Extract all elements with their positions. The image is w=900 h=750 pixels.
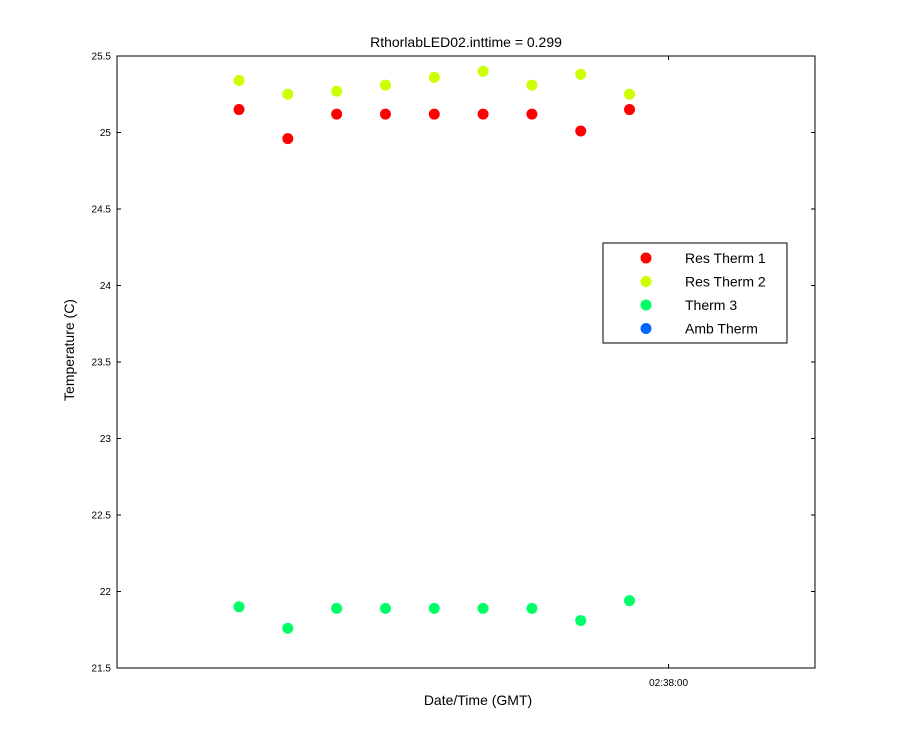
data-point xyxy=(477,602,489,614)
legend-label: Res Therm 1 xyxy=(685,250,766,266)
data-point xyxy=(379,79,391,91)
y-axis-label: Temperature (C) xyxy=(61,299,77,401)
data-point xyxy=(233,74,245,86)
data-point xyxy=(575,125,587,137)
y-tick-label: 25 xyxy=(100,128,112,139)
data-point xyxy=(331,85,343,97)
data-point xyxy=(379,108,391,120)
data-point xyxy=(477,65,489,77)
y-tick-label: 21.5 xyxy=(92,664,112,675)
data-point xyxy=(624,88,636,100)
data-point xyxy=(282,88,294,100)
data-point xyxy=(624,104,636,116)
data-point xyxy=(282,622,294,634)
y-tick-label: 22.5 xyxy=(92,511,112,522)
y-tick-label: 23.5 xyxy=(92,358,112,369)
data-point xyxy=(379,602,391,614)
chart-title: RthorlabLED02.inttime = 0.299 xyxy=(370,34,562,50)
data-point xyxy=(233,601,245,613)
legend: Res Therm 1 Res Therm 2 Therm 3 Amb Therm xyxy=(602,242,788,344)
data-point xyxy=(526,79,538,91)
legend-marker xyxy=(640,299,652,311)
data-point xyxy=(526,108,538,120)
series-therm-3 xyxy=(233,595,636,634)
data-point xyxy=(575,68,587,80)
x-axis-label: Date/Time (GMT) xyxy=(424,692,532,708)
y-tick-label: 24 xyxy=(100,281,112,292)
data-point xyxy=(575,615,587,627)
series-res-therm-2 xyxy=(233,65,636,100)
x-axis: 02:38:00 xyxy=(649,56,688,689)
legend-marker xyxy=(640,252,652,264)
data-point xyxy=(428,602,440,614)
data-point xyxy=(428,71,440,83)
legend-box xyxy=(602,242,788,344)
y-tick-label: 22 xyxy=(100,587,112,598)
data-point xyxy=(526,602,538,614)
x-tick-label: 02:38:00 xyxy=(649,678,688,689)
data-point xyxy=(477,108,489,120)
y-tick-label: 24.5 xyxy=(92,205,112,216)
y-tick-label: 23 xyxy=(100,434,112,445)
legend-label: Res Therm 2 xyxy=(685,274,766,290)
data-point xyxy=(624,595,636,607)
data-point xyxy=(428,108,440,120)
data-points xyxy=(233,65,636,634)
legend-marker xyxy=(640,276,652,287)
legend-marker xyxy=(640,323,652,334)
series-res-therm-1 xyxy=(233,104,636,145)
data-point xyxy=(331,602,343,614)
y-tick-label: 25.5 xyxy=(92,52,112,63)
legend-label: Amb Therm xyxy=(685,321,758,337)
y-axis: 21.5 22 22.5 23 23.5 24 24.5 25 25.5 xyxy=(92,52,815,675)
data-point xyxy=(282,133,294,145)
data-point xyxy=(233,104,245,116)
legend-label: Therm 3 xyxy=(685,297,737,313)
data-point xyxy=(331,108,343,120)
plot-area xyxy=(116,55,816,669)
